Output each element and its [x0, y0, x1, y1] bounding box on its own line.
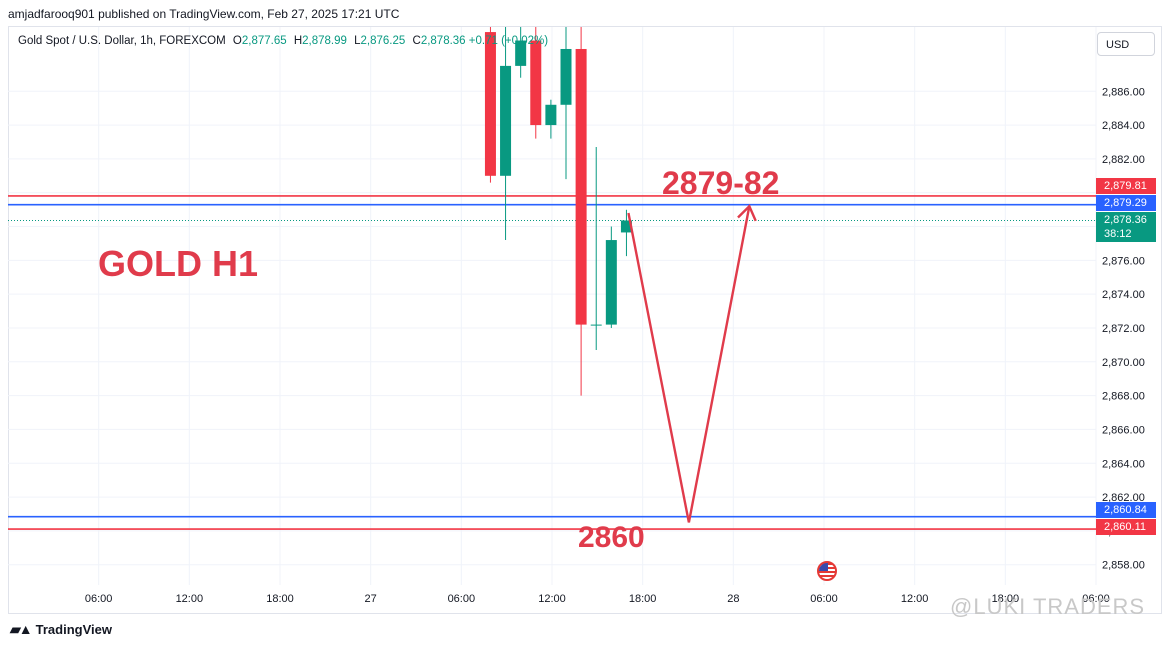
close-label: C — [412, 35, 421, 47]
y-tick-label: 2,884.00 — [1102, 120, 1145, 132]
y-axis-ticks: 2,858.002,860.002,862.002,864.002,866.00… — [1102, 86, 1145, 571]
y-tick-label: 2,866.00 — [1102, 424, 1145, 436]
candles — [484, 27, 632, 396]
close-value: 2,878.36 — [420, 35, 466, 47]
x-tick-label: 27 — [365, 593, 377, 605]
low-value: 2,876.25 — [360, 35, 406, 47]
currency-button[interactable]: USD — [1097, 32, 1155, 56]
x-tick-label: 18:00 — [992, 593, 1020, 605]
us-flag-icon[interactable] — [817, 561, 837, 581]
price-tag-blue-upper: 2,879.29 — [1096, 195, 1156, 211]
chart-annotation-title: GOLD H1 — [98, 243, 258, 284]
high-value: 2,878.99 — [302, 35, 347, 47]
high-label: H — [293, 35, 303, 47]
open-value: 2,877.65 — [241, 35, 287, 47]
countdown-value: 38:12 — [1104, 228, 1132, 240]
tradingview-logo-text: TradingView — [35, 622, 112, 637]
target-annotation: 2879-82 — [662, 165, 779, 201]
y-tick-label: 2,882.00 — [1102, 154, 1145, 166]
x-tick-label: 06:00 — [85, 593, 113, 605]
x-tick-label: 12:00 — [538, 593, 566, 605]
y-tick-label: 2,868.00 — [1102, 391, 1145, 403]
candle-body — [484, 32, 496, 176]
candle-body — [500, 65, 512, 176]
candle-body — [590, 324, 602, 326]
y-tick-label: 2,858.00 — [1102, 560, 1145, 572]
tradingview-logo-icon: ▰▲ — [10, 621, 33, 637]
last-price-value: 2,878.36 — [1104, 214, 1147, 226]
x-tick-label: 06:00 — [1082, 593, 1110, 605]
price-tag-support: 2,860.11 — [1096, 519, 1156, 535]
projection-arrow — [627, 204, 757, 523]
y-tick-label: 2,870.00 — [1102, 357, 1145, 369]
x-tick-label: 18:00 — [629, 593, 657, 605]
x-tick-label: 28 — [727, 593, 739, 605]
candle-body — [605, 240, 617, 325]
horizontal-lines — [8, 195, 1096, 530]
x-tick-label: 12:00 — [901, 593, 929, 605]
tradingview-logo[interactable]: ▰▲ TradingView — [10, 621, 112, 638]
candle-body — [515, 40, 527, 66]
x-tick-label: 12:00 — [176, 593, 204, 605]
y-tick-label: 2,874.00 — [1102, 289, 1145, 301]
published-by-text: amjadfarooq901 published on TradingView.… — [8, 7, 400, 21]
candle-body — [560, 48, 572, 105]
x-tick-label: 06:00 — [448, 593, 476, 605]
y-tick-label: 2,864.00 — [1102, 458, 1145, 470]
y-tick-label: 2,872.00 — [1102, 323, 1145, 335]
x-axis-ticks: 06:00 12:00 18:00 27 06:00 12:00 18:00 28 06:00 1… — [85, 593, 1110, 605]
change-value: +0.71 (+0.02%) — [468, 35, 549, 47]
symbol-label: Gold Spot / U.S. Dollar, 1h, FOREXCOM — [18, 35, 226, 47]
chart-frame — [8, 26, 1162, 614]
support-annotation: 2860 — [578, 521, 645, 554]
candle-body — [545, 104, 557, 126]
projection-arrowhead — [737, 204, 757, 222]
candle-body — [620, 220, 632, 233]
projection-path — [627, 206, 751, 523]
y-tick-label: 2,862.00 — [1102, 492, 1145, 504]
price-tag-blue-lower: 2,860.84 — [1096, 502, 1156, 518]
price-tag-resistance: 2,879.81 — [1096, 178, 1156, 194]
ohlc-legend: Gold Spot / U.S. Dollar, 1h, FOREXCOM O2… — [18, 35, 548, 47]
price-tag-last: 2,878.36 38:12 — [1096, 212, 1156, 242]
grid-lines — [8, 27, 1097, 585]
y-tick-label: 2,886.00 — [1102, 86, 1145, 98]
x-tick-label: 06:00 — [810, 593, 838, 605]
x-tick-label: 18:00 — [266, 593, 294, 605]
watermark-text: @LUKI TRADERS — [950, 594, 1146, 619]
open-label: O — [232, 35, 242, 47]
low-label: L — [354, 35, 361, 47]
candle-body — [575, 48, 587, 325]
y-tick-label: 2,876.00 — [1102, 255, 1145, 267]
candle-body — [530, 40, 542, 126]
